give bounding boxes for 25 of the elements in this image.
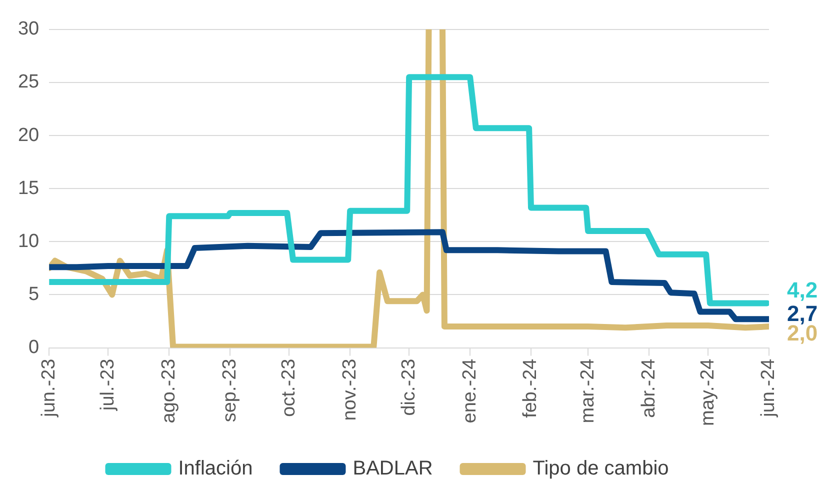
legend-label: BADLAR bbox=[352, 458, 433, 480]
x-tick-label: oct.-23 bbox=[278, 358, 300, 417]
annotation: 4,2 bbox=[787, 277, 818, 302]
x-tick-label: feb.-24 bbox=[520, 358, 542, 418]
y-tick-label: 0 bbox=[28, 337, 40, 358]
x-tick-label: jul.-23 bbox=[97, 358, 118, 412]
x-tick-label: nov.-23 bbox=[339, 358, 360, 421]
y-tick-label: 5 bbox=[28, 284, 40, 305]
x-tick-label: mar.-24 bbox=[577, 358, 598, 424]
x-tick-label: dic.-23 bbox=[398, 358, 420, 416]
legend-label: Inflación bbox=[178, 458, 253, 480]
x-tick-label: sep.-23 bbox=[219, 358, 240, 422]
legend-label: Tipo de cambio bbox=[532, 458, 669, 480]
annotation: 2,7 bbox=[787, 301, 818, 326]
y-tick-label: 20 bbox=[18, 124, 40, 146]
x-tick-label: jun.-23 bbox=[38, 358, 60, 418]
y-tick-label: 15 bbox=[18, 178, 40, 199]
y-tick-label: 25 bbox=[18, 72, 40, 93]
x-tick-label: jun.-24 bbox=[758, 358, 780, 418]
x-tick-label: may.-24 bbox=[697, 358, 718, 426]
y-tick-label: 30 bbox=[18, 18, 40, 40]
y-tick-label: 10 bbox=[18, 230, 40, 252]
x-tick-label: ago.-23 bbox=[158, 358, 180, 424]
x-tick-label: ene.-24 bbox=[459, 358, 480, 424]
x-tick-label: abr.-24 bbox=[638, 358, 660, 418]
